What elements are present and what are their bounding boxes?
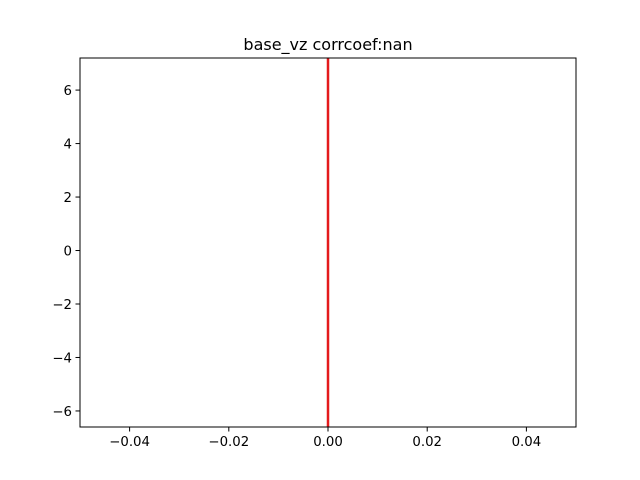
x-tick-label: 0.02 [412,435,442,450]
y-tick-label: 6 [64,84,72,99]
x-tick-label: 0.00 [313,435,343,450]
x-tick-label: 0.04 [512,435,542,450]
y-tick-label: 0 [64,244,72,259]
x-tick-label: −0.04 [109,435,150,450]
y-tick-label: −4 [52,351,72,366]
y-tick-label: −6 [52,405,72,420]
x-axis-ticks: −0.04 −0.02 0.00 0.02 0.04 [109,427,541,450]
y-tick-label: −2 [52,298,72,313]
chart-title: base_vz corrcoef:nan [243,35,412,55]
y-tick-label: 4 [64,137,72,152]
y-tick-label: 2 [64,191,72,206]
y-axis-ticks: −6 −4 −2 0 2 4 6 [52,84,80,420]
x-tick-label: −0.02 [208,435,249,450]
